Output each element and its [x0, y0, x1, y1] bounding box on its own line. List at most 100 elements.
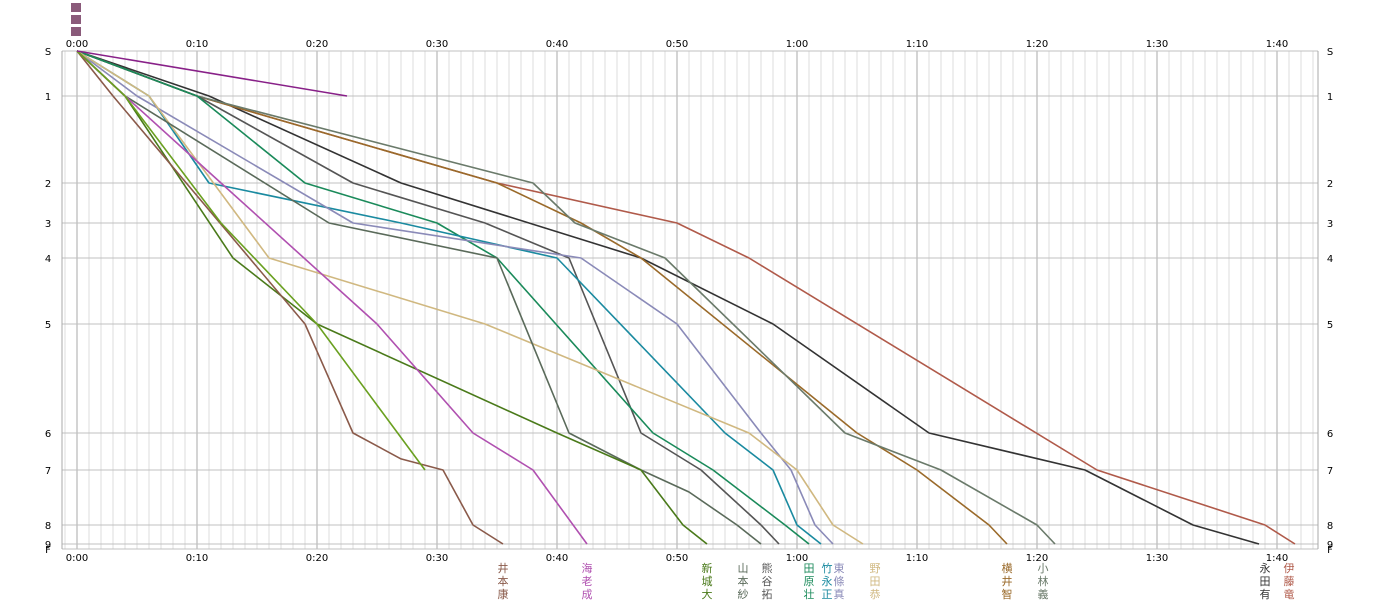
- y-tick-label-right: 4: [1327, 254, 1333, 265]
- y-tick-label-left: S: [45, 47, 51, 58]
- finisher-name-char: 田: [804, 562, 815, 575]
- series-line: [76, 50, 762, 545]
- y-tick-label-left: 3: [45, 219, 51, 230]
- finisher-name-char: 城: [702, 575, 713, 588]
- logo-mark: [71, 3, 81, 36]
- finisher-name-char: 竹: [822, 561, 833, 575]
- finisher-name-char: 野: [870, 562, 881, 575]
- finisher-name-char: 東: [834, 562, 845, 575]
- y-axis-left-labels: S 1 2 3 4 5 6 7 8 9F: [45, 47, 51, 556]
- finisher-name-char: 新: [702, 561, 713, 575]
- x-axis-bottom-labels: 0:00 0:10 0:20 0:30 0:40 0:50 1:00 1:10 1:20 1:30…: [66, 553, 1288, 564]
- y-tick-label-left: 6: [45, 429, 51, 440]
- y-tick-label-right: 1: [1327, 92, 1333, 103]
- finisher-name-char: 拓: [762, 587, 773, 600]
- x-tick-label-bottom: 0:00: [66, 553, 88, 564]
- y-tick-label-right: 3: [1327, 219, 1333, 230]
- series-line: [76, 50, 708, 545]
- finisher-name-char: 成: [582, 588, 593, 600]
- y-tick-label-left: 9: [45, 540, 51, 551]
- y-tick-label-right: F: [1327, 545, 1333, 556]
- finisher-name-char: 田: [1260, 575, 1271, 588]
- x-tick-label-bottom: 1:30: [1146, 553, 1168, 564]
- finisher-name-char: 谷: [762, 575, 773, 588]
- finisher-name-char: 條: [834, 574, 845, 588]
- y-tick-label-left: 4: [45, 254, 51, 265]
- finisher-name-char: 大: [702, 587, 713, 600]
- finisher-name-char: 田: [870, 575, 881, 588]
- finisher-name-char: 原: [804, 575, 815, 588]
- finisher-name-char: 義: [1038, 587, 1049, 600]
- y-tick-label-left: 7: [45, 466, 51, 477]
- finisher-name-char: 壮: [804, 588, 815, 600]
- y-tick-label-left: 5: [45, 320, 51, 331]
- finisher-name-char: 有: [1260, 587, 1271, 600]
- x-tick-label-top: 0:00: [66, 39, 88, 50]
- y-tick-label-left: F: [45, 545, 51, 556]
- x-axis-top-labels: 0:00 0:10 0:20 0:30 0:40 0:50 1:00 1:10 1:20 1:30…: [66, 39, 1288, 50]
- series-line: [76, 50, 426, 471]
- finisher-name-char: 恭: [870, 588, 881, 600]
- series-line: [76, 50, 1008, 545]
- x-tick-label-top: 1:00: [786, 39, 808, 50]
- finisher-name-char: 康: [498, 587, 509, 600]
- finisher-name-char: 真: [834, 587, 845, 600]
- x-tick-label-bottom: 0:20: [306, 553, 328, 564]
- y-tick-label-right: 8: [1327, 521, 1333, 532]
- finisher-name-char: 山: [738, 562, 749, 575]
- finisher-name-char: 竜: [1284, 587, 1295, 600]
- series-line: [76, 50, 504, 545]
- x-tick-label-bottom: 0:10: [186, 553, 208, 564]
- series-line: [76, 50, 348, 97]
- y-tick-label-left: 2: [45, 179, 51, 190]
- y-axis-right-labels: S 1 2 3 4 5 6 7 8 9F: [1327, 47, 1333, 556]
- x-tick-label-bottom: 1:10: [906, 553, 928, 564]
- x-tick-label-top: 0:30: [426, 39, 448, 50]
- finisher-name-char: 永: [1260, 561, 1271, 575]
- major-grid: [61, 50, 1319, 550]
- series-line: [76, 50, 822, 545]
- y-tick-label-right: 5: [1327, 320, 1333, 331]
- finisher-name-char: 井: [498, 561, 509, 575]
- minor-grid: [64, 51, 1314, 549]
- y-tick-label-right: 7: [1327, 466, 1333, 477]
- series-line: [76, 50, 1260, 545]
- x-tick-label-top: 0:20: [306, 39, 328, 50]
- x-tick-label-bottom: 1:00: [786, 553, 808, 564]
- x-tick-label-top: 1:20: [1026, 39, 1048, 50]
- y-tick-label-right: S: [1327, 47, 1333, 58]
- finisher-name-char: 智: [1002, 587, 1013, 600]
- finisher-name-char: 老: [582, 575, 593, 588]
- x-tick-label-top: 0:50: [666, 39, 688, 50]
- x-tick-label-bottom: 0:50: [666, 553, 688, 564]
- finisher-name-char: 井: [1002, 574, 1013, 588]
- finisher-name-char: 正: [822, 588, 833, 600]
- finisher-name-char: 本: [498, 574, 509, 588]
- finisher-name-char: 伊: [1284, 562, 1295, 575]
- series-line: [76, 50, 834, 545]
- series-line: [76, 50, 780, 545]
- finisher-name-char: 熊: [762, 561, 773, 575]
- x-tick-label-bottom: 0:40: [546, 553, 568, 564]
- y-tick-label-right: 6: [1327, 429, 1333, 440]
- y-tick-label-right: 9: [1327, 540, 1333, 551]
- x-tick-label-bottom: 1:40: [1266, 553, 1288, 564]
- y-tick-label-right: 2: [1327, 179, 1333, 190]
- finisher-name-char: 横: [1002, 561, 1013, 575]
- series-lines: [76, 50, 1296, 545]
- y-tick-label-left: 8: [45, 521, 51, 532]
- x-tick-label-top: 1:10: [906, 39, 928, 50]
- finisher-name-char: 海: [582, 561, 593, 575]
- finisher-name-char: 紗: [738, 588, 749, 600]
- finisher-name-char: 林: [1038, 574, 1049, 588]
- x-tick-label-top: 0:40: [546, 39, 568, 50]
- finisher-name-char: 藤: [1284, 575, 1295, 588]
- x-tick-label-top: 1:40: [1266, 39, 1288, 50]
- x-tick-label-top: 0:10: [186, 39, 208, 50]
- finisher-name-char: 本: [738, 574, 749, 588]
- finisher-name-char: 永: [822, 574, 833, 588]
- series-line: [76, 50, 1056, 545]
- finisher-name-char: 小: [1038, 562, 1049, 575]
